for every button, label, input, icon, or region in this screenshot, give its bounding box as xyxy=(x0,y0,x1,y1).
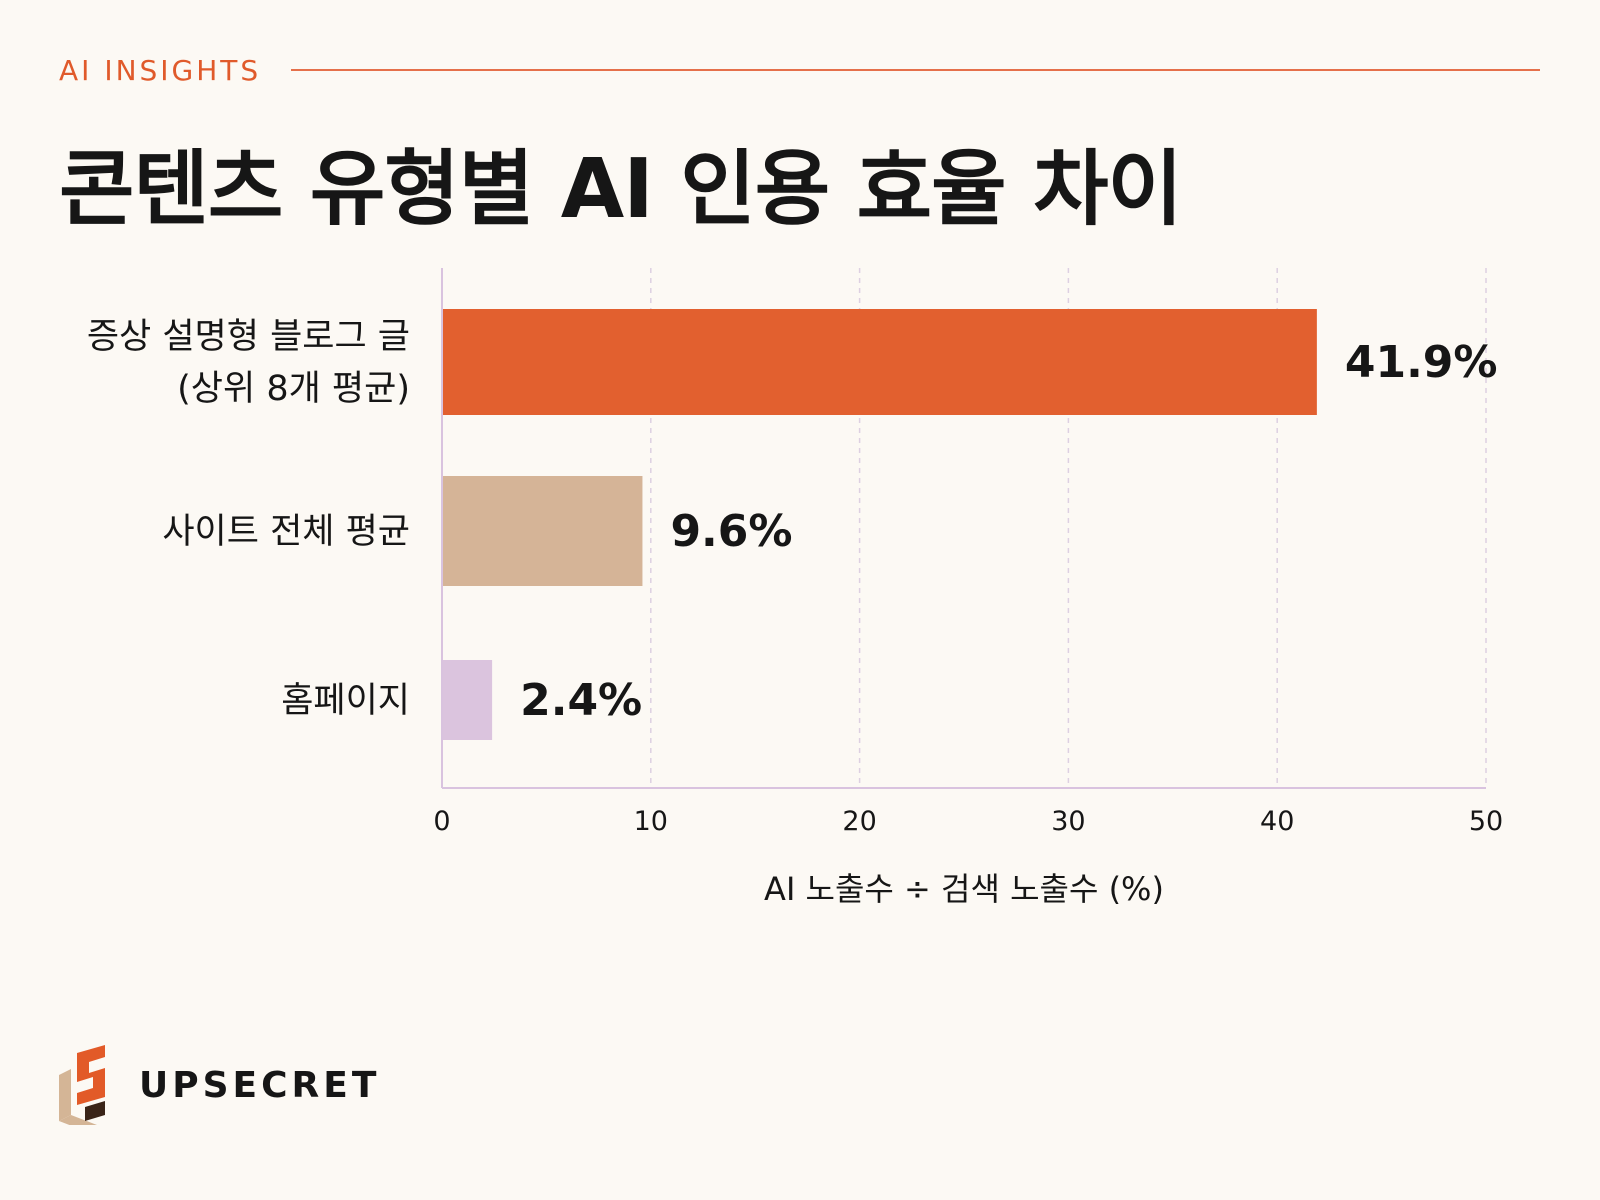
brand-name: UPSECRET xyxy=(139,1064,381,1106)
x-tick-label: 20 xyxy=(842,806,876,837)
category-label: 증상 설명형 블로그 글 xyxy=(87,317,410,357)
data-label: 2.4% xyxy=(520,675,642,726)
bar xyxy=(443,660,493,740)
x-tick-label: 10 xyxy=(634,806,668,837)
data-label: 41.9% xyxy=(1345,337,1498,388)
category-label: (상위 8개 평균) xyxy=(177,369,410,409)
x-axis-title: AI 노출수 ÷ 검색 노출수 (%) xyxy=(764,870,1164,908)
bar xyxy=(443,309,1317,415)
x-tick-label: 0 xyxy=(433,806,450,837)
eyebrow-divider xyxy=(291,69,1540,71)
bar xyxy=(443,476,643,586)
category-label: 사이트 전체 평균 xyxy=(162,512,410,552)
data-label: 9.6% xyxy=(670,506,792,557)
upsecret-logo-icon xyxy=(59,1045,105,1125)
x-tick-label: 30 xyxy=(1051,806,1085,837)
category-label: 홈페이지 xyxy=(281,681,410,721)
eyebrow-row: AI INSIGHTS xyxy=(59,50,1540,90)
eyebrow-label: AI INSIGHTS xyxy=(59,53,262,87)
x-tick-label: 40 xyxy=(1260,806,1294,837)
x-tick-label: 50 xyxy=(1469,806,1503,837)
bar-chart: 0 10 20 30 40 50 AI 노출수 ÷ 검색 노출수 (%) 41.9% 증상 설명… xyxy=(87,268,1503,908)
brand: UPSECRET xyxy=(57,1045,380,1125)
chart-title: 콘텐츠 유형별 AI 인용 효율 차이 xyxy=(59,142,1183,237)
